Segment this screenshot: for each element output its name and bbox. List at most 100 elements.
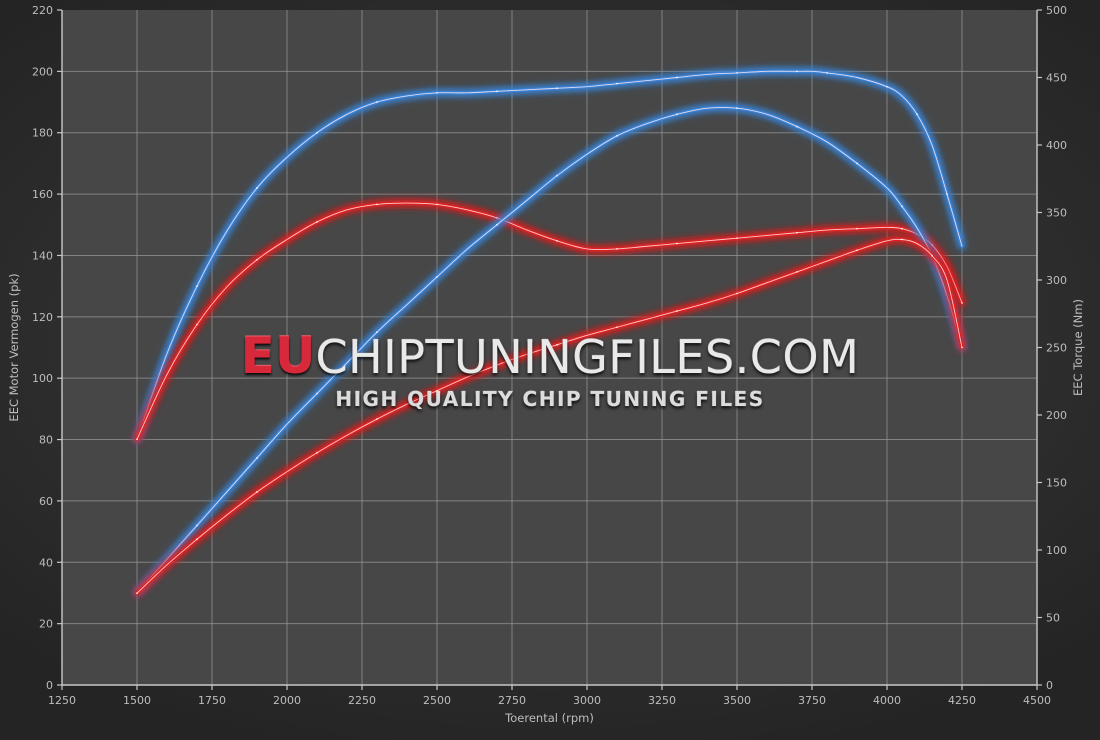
data-point	[376, 331, 378, 334]
data-point	[256, 457, 258, 459]
x-tick-label: 3500	[723, 694, 751, 707]
series-power-2	[133, 103, 966, 597]
data-point	[136, 592, 138, 595]
y-tick-label-left: 180	[32, 127, 53, 140]
data-point	[886, 85, 888, 88]
y-tick-label-right: 0	[1046, 679, 1053, 692]
data-point	[961, 346, 963, 349]
data-point	[376, 418, 378, 420]
series-power-0	[133, 67, 966, 444]
data-point	[676, 76, 678, 79]
data-point	[916, 113, 918, 116]
data-point	[436, 389, 438, 392]
y-tick-label-left: 100	[32, 372, 53, 385]
curve-core	[136, 238, 963, 594]
data-point	[901, 227, 903, 230]
data-point	[376, 101, 378, 103]
x-axis-title: Toerental (rpm)	[504, 711, 594, 725]
data-point	[556, 343, 558, 346]
axis-tick-labels: 1250 1500 1750 2000 2250 2500 2750 3000 3250 3500…	[32, 4, 1067, 707]
data-point	[256, 258, 258, 261]
data-point	[616, 326, 618, 329]
data-point	[436, 91, 438, 94]
data-point	[316, 451, 318, 454]
y-tick-label-left: 40	[39, 556, 53, 569]
y-tick-label-left: 220	[32, 4, 53, 17]
data-point	[616, 134, 618, 137]
y-tick-label-right: 450	[1046, 72, 1067, 85]
y-tick-label-left: 0	[46, 679, 53, 692]
data-point	[436, 276, 438, 278]
data-point	[496, 364, 498, 366]
x-tick-label: 1250	[48, 694, 76, 707]
data-point	[256, 491, 258, 493]
y-tick-label-right: 200	[1046, 409, 1067, 422]
y-tick-label-right: 300	[1046, 274, 1067, 287]
data-point	[826, 72, 828, 74]
y-tick-label-right: 350	[1046, 207, 1067, 220]
data-point	[931, 244, 933, 246]
data-point	[496, 223, 498, 226]
y-tick-label-right: 100	[1046, 544, 1067, 557]
data-point	[436, 203, 438, 206]
series-curves	[133, 67, 966, 597]
data-point	[796, 125, 798, 128]
data-point	[556, 87, 558, 90]
y-axis-title-right: EEC Torque (Nm)	[1071, 299, 1085, 396]
data-point	[316, 392, 318, 395]
x-tick-label: 1750	[198, 694, 226, 707]
curve-core	[136, 106, 963, 594]
series-torque-3	[133, 235, 966, 597]
data-point	[556, 239, 558, 242]
data-point	[736, 107, 738, 110]
data-point	[676, 310, 678, 312]
data-point	[796, 70, 798, 73]
data-point	[376, 203, 378, 206]
y-tick-label-right: 250	[1046, 342, 1067, 355]
data-point	[676, 242, 678, 245]
y-tick-label-right: 50	[1046, 612, 1060, 625]
x-tick-label: 4000	[873, 694, 901, 707]
data-point	[196, 524, 198, 527]
data-point	[796, 271, 798, 273]
data-point	[556, 174, 558, 177]
data-point	[856, 227, 858, 230]
data-point	[856, 249, 858, 252]
data-point	[796, 231, 798, 234]
data-point	[136, 438, 138, 441]
axis-tick-marks	[57, 9, 1042, 690]
y-tick-label-left: 140	[32, 249, 53, 262]
data-point	[316, 131, 318, 134]
data-point	[736, 237, 738, 240]
x-tick-label: 2000	[273, 694, 301, 707]
x-tick-label: 4500	[1023, 694, 1051, 707]
data-point	[961, 302, 963, 304]
y-tick-label-right: 400	[1046, 139, 1067, 152]
x-tick-label: 3000	[573, 694, 601, 707]
data-point	[496, 217, 498, 219]
data-point	[496, 90, 498, 93]
y-axis-title-left: EEC Motor Vermogen (pk)	[7, 273, 21, 421]
y-tick-label-right: 500	[1046, 4, 1067, 17]
data-point	[196, 538, 198, 541]
data-point	[676, 113, 678, 116]
data-point	[856, 162, 858, 165]
series-torque-1	[133, 199, 966, 443]
y-tick-label-right: 150	[1046, 477, 1067, 490]
y-tick-label-left: 20	[39, 618, 53, 631]
x-tick-label: 2250	[348, 694, 376, 707]
data-point	[616, 248, 618, 250]
axis-titles: Toerental (rpm) EEC Motor Vermogen (pk) EE…	[7, 273, 1085, 725]
data-point	[616, 82, 618, 85]
data-point	[901, 238, 903, 241]
data-point	[316, 221, 318, 223]
curve-core	[136, 202, 963, 440]
y-tick-label-left: 120	[32, 311, 53, 324]
x-tick-label: 2500	[423, 694, 451, 707]
grid-lines	[62, 10, 1037, 685]
data-point	[736, 292, 738, 295]
data-point	[196, 285, 198, 288]
data-point	[901, 205, 903, 208]
